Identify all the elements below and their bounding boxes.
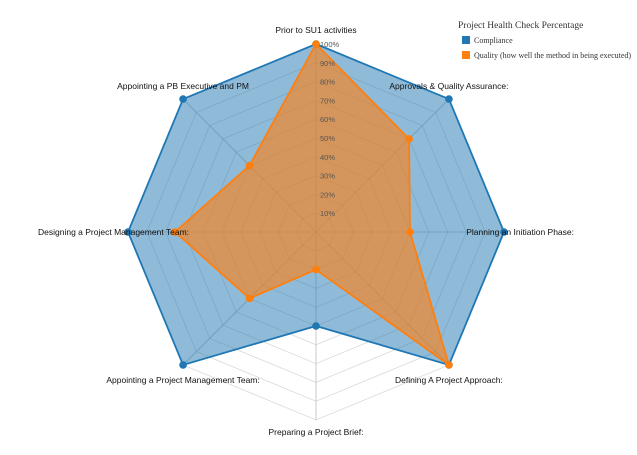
legend: Project Health Check Percentage Complian… [458, 21, 631, 60]
legend-title: Project Health Check Percentage [458, 21, 583, 31]
axis-label: Appointing a Project Management Team: [106, 375, 259, 385]
axis-label: Approvals & Quality Assurance: [389, 81, 508, 91]
axis-label: Defining A Project Approach: [395, 375, 503, 385]
data-point[interactable] [406, 228, 414, 236]
legend-label-quality[interactable]: Quality (how well the method in being ex… [474, 51, 631, 60]
data-point[interactable] [500, 228, 508, 236]
data-point[interactable] [245, 294, 254, 303]
axis-label: Designing a Project Management Team: [38, 227, 189, 237]
legend-label-compliance[interactable]: Compliance [474, 36, 513, 45]
tick-label: 60% [320, 115, 335, 124]
tick-label: 10% [320, 209, 335, 218]
data-point[interactable] [445, 361, 453, 369]
axis-label: Preparing a Project Brief: [269, 427, 364, 437]
data-point[interactable] [171, 228, 179, 236]
series-areas [127, 42, 505, 368]
tick-label: 80% [320, 78, 335, 87]
tick-label: 100% [320, 40, 340, 49]
series-points [124, 40, 508, 369]
axis-labels: Prior to SU1 activities Approvals & Quali… [38, 25, 574, 437]
tick-label: 20% [320, 190, 335, 199]
axis-label: Prior to SU1 activities [275, 25, 356, 35]
tick-label: 40% [320, 153, 335, 162]
tick-label: 90% [320, 59, 335, 68]
data-point[interactable] [312, 265, 320, 274]
tick-labels: 10% 20% 30% 40% 50% 60% 70% 80% 90% 100% [320, 40, 340, 218]
legend-swatch-quality [462, 51, 470, 59]
data-point[interactable] [245, 161, 254, 170]
tick-label: 50% [320, 134, 335, 143]
data-point[interactable] [405, 135, 413, 143]
data-point[interactable] [312, 322, 320, 330]
tick-label: 30% [320, 172, 335, 181]
data-point[interactable] [312, 40, 320, 48]
data-point[interactable] [445, 95, 453, 103]
data-point[interactable] [179, 95, 187, 103]
tick-label: 70% [320, 96, 335, 105]
legend-swatch-compliance [462, 36, 470, 44]
data-point[interactable] [179, 361, 187, 369]
data-point[interactable] [124, 228, 132, 236]
axis-label: Appointing a PB Executive and PM [117, 81, 249, 91]
axis-label: Planning an Initiation Phase: [466, 227, 574, 237]
